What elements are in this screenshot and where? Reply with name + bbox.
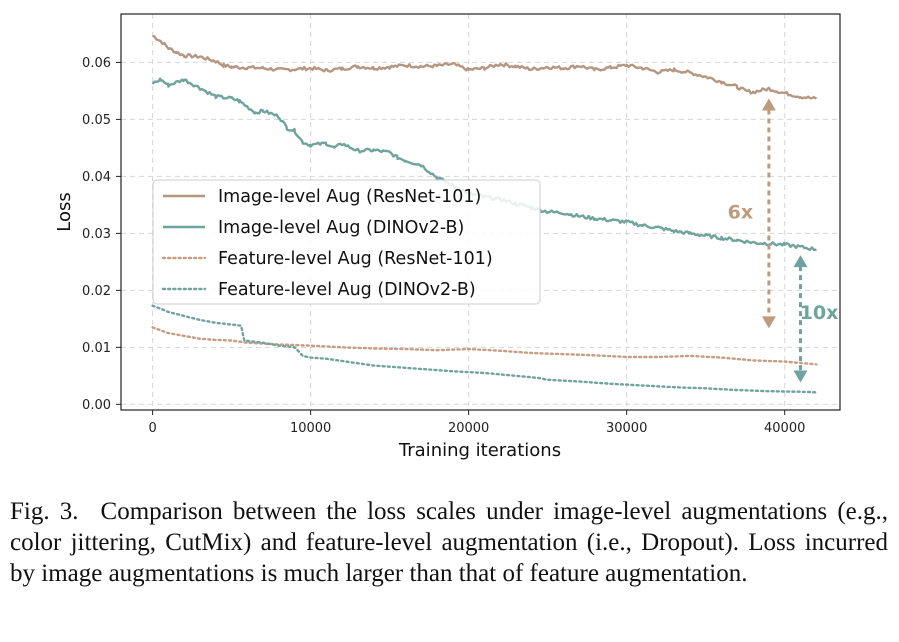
caption-text: Comparison between the loss scales under… bbox=[10, 498, 888, 587]
series-line-1 bbox=[152, 34, 818, 100]
y-tick-label: 0.02 bbox=[82, 284, 111, 299]
legend-label: Feature-level Aug (DINOv2-B) bbox=[218, 280, 476, 300]
y-axis-label: Loss bbox=[54, 192, 75, 231]
annotation-label: 6x bbox=[728, 201, 753, 223]
annotation-label: 10x bbox=[800, 302, 839, 324]
y-tick-label: 0.04 bbox=[82, 170, 111, 185]
annotation-arrowhead-up bbox=[761, 98, 776, 111]
y-tick-label: 0.06 bbox=[82, 56, 111, 71]
legend-label: Image-level Aug (ResNet-101) bbox=[218, 187, 481, 207]
caption-label: Fig. 3. bbox=[10, 498, 79, 525]
series-line-3 bbox=[151, 326, 818, 366]
plot-frame bbox=[120, 13, 841, 411]
annotation-arrowhead-up bbox=[793, 255, 808, 268]
legend-box bbox=[152, 179, 541, 305]
annotations: 6x 10x bbox=[728, 98, 839, 383]
y-tick-label: 0.05 bbox=[82, 113, 111, 128]
x-tick-label: 20000 bbox=[448, 421, 489, 436]
axis-ticks: 0 10000 20000 30000 40000 0.00 0.01 0.02 0.03 0.0… bbox=[82, 56, 805, 436]
x-tick-label: 0 bbox=[148, 421, 156, 436]
y-tick-label: 0.03 bbox=[82, 227, 111, 242]
x-tick-label: 40000 bbox=[764, 421, 805, 436]
legend-label: Feature-level Aug (ResNet-101) bbox=[218, 249, 493, 269]
x-axis-label: Training iterations bbox=[398, 440, 561, 461]
figure-caption: Fig. 3. Comparison between the loss scale… bbox=[10, 496, 888, 589]
x-tick-label: 30000 bbox=[606, 421, 647, 436]
y-tick-label: 0.01 bbox=[82, 341, 111, 356]
annotation-arrowhead-down bbox=[761, 316, 776, 329]
x-tick-label: 10000 bbox=[290, 421, 331, 436]
series-line-4 bbox=[151, 304, 818, 394]
series-lines bbox=[151, 34, 818, 394]
legend-label: Image-level Aug (DINOv2-B) bbox=[218, 218, 464, 238]
legend: Image-level Aug (ResNet-101) Image-level … bbox=[152, 179, 541, 305]
y-tick-label: 0.00 bbox=[82, 398, 111, 413]
annotation-arrowhead-down bbox=[793, 370, 808, 383]
